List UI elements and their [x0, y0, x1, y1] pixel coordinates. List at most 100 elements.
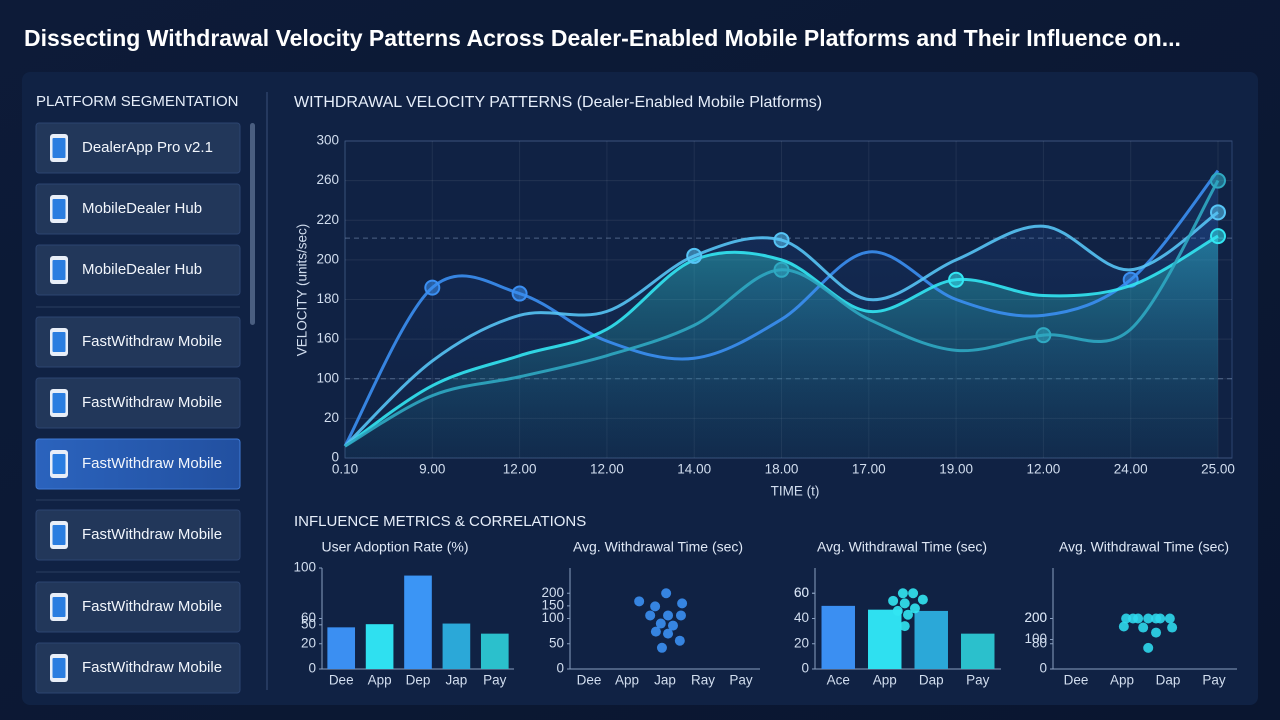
series-line [344, 234, 1219, 448]
scatter-point [892, 605, 903, 616]
x-tick-label: 17.00 [852, 462, 886, 477]
platform-item[interactable] [35, 122, 241, 174]
point-marker [773, 232, 790, 249]
point-marker [1210, 172, 1226, 189]
y-tick-label: 50 [301, 616, 316, 631]
phone-screen [52, 199, 66, 219]
scatter-point [663, 628, 674, 639]
x-tick-label: 25.00 [1201, 462, 1235, 477]
x-tick-label: App [368, 673, 392, 688]
bar [868, 609, 902, 669]
point-marker [1035, 327, 1052, 344]
y-tick-label: 220 [316, 212, 339, 227]
scatter-point [667, 620, 678, 631]
phone-screen [52, 454, 66, 474]
y-axis-label: VELOCITY (units/sec) [295, 224, 310, 357]
platform-label: FastWithdraw Mobile [82, 598, 222, 615]
scatter-point [675, 610, 686, 621]
scatter-point [677, 598, 688, 609]
platform-item[interactable] [35, 581, 241, 633]
series-line [343, 169, 1220, 447]
y-tick-label: 160 [316, 331, 339, 346]
platform-item[interactable] [35, 642, 241, 694]
scatter-point [1143, 613, 1154, 624]
x-tick-label: 18.00 [765, 462, 799, 477]
y-tick-label: 0 [556, 661, 564, 676]
scatter-point [1151, 627, 1162, 638]
scatter-point [908, 588, 919, 599]
point-marker [686, 247, 703, 264]
x-tick-label: Dap [919, 673, 944, 688]
x-tick-label: Dee [1064, 673, 1089, 688]
scatter-point [1118, 621, 1129, 632]
bar [480, 633, 509, 669]
page-title: Dissecting Withdrawal Velocity Patterns … [24, 25, 1181, 51]
scatter-point [634, 596, 645, 607]
scatter-point [897, 588, 908, 599]
x-tick-label: Dee [577, 673, 602, 688]
platform-label: FastWithdraw Mobile [82, 526, 222, 543]
platform-label: FastWithdraw Mobile [82, 394, 222, 411]
x-tick-label: Pay [729, 673, 753, 688]
platform-item[interactable] [35, 316, 241, 368]
x-axis-label: TIME (t) [771, 484, 820, 499]
x-tick-label: 12.00 [503, 462, 537, 477]
y-tick-label: 60 [794, 585, 809, 600]
x-tick-label: Pay [1202, 673, 1226, 688]
y-tick-label: 100 [541, 610, 564, 625]
platform-item[interactable] [35, 509, 241, 561]
phone-screen [52, 525, 66, 545]
mini-chart-title: Avg. Withdrawal Time (sec) [817, 539, 987, 555]
scatter-point [655, 618, 666, 629]
mini-chart-title: User Adoption Rate (%) [321, 539, 468, 555]
x-tick-label: App [873, 673, 897, 688]
scatter-point [899, 598, 910, 609]
scatter-point [1164, 613, 1175, 624]
y-tick-label: 300 [316, 133, 339, 148]
scatter-point [899, 621, 910, 632]
bar [914, 610, 948, 669]
y-tick-label: 80 [1032, 635, 1047, 650]
x-tick-label: 9.00 [419, 462, 445, 477]
point-marker [773, 261, 790, 278]
y-tick-label: 0 [331, 450, 339, 465]
mini-chart-title: Avg. Withdrawal Time (sec) [573, 539, 743, 555]
y-tick-label: 60 [301, 610, 316, 625]
bar [404, 575, 432, 669]
bar [365, 624, 394, 669]
y-tick-label: 200 [1024, 610, 1047, 625]
phone-screen [52, 332, 66, 352]
scatter-point [1138, 622, 1149, 633]
scatter-point [917, 594, 928, 605]
y-tick-label: 60 [794, 585, 809, 600]
scatter-point [661, 588, 672, 599]
y-tick-label: 0 [1039, 661, 1047, 676]
x-tick-label: Jap [654, 673, 676, 688]
scatter-point [1133, 613, 1144, 624]
platform-item[interactable] [35, 377, 241, 429]
platform-label: FastWithdraw Mobile [82, 659, 222, 676]
x-tick-label: 0.10 [332, 462, 358, 477]
x-tick-label: 24.00 [1114, 462, 1148, 477]
platform-item[interactable] [35, 183, 241, 235]
y-tick-label: 200 [316, 251, 339, 266]
platform-item[interactable] [35, 244, 241, 296]
phone-screen [52, 597, 66, 617]
x-tick-label: App [1110, 673, 1134, 688]
x-tick-label: Jap [446, 673, 468, 688]
scatter-point [663, 610, 674, 621]
y-tick-label: 180 [316, 291, 339, 306]
y-tick-label: 40 [794, 610, 809, 625]
x-tick-label: 12.00 [590, 462, 624, 477]
y-tick-label: 200 [541, 585, 564, 600]
scrollbar[interactable] [250, 123, 255, 325]
scatter-point [650, 601, 661, 612]
y-tick-label: 150 [541, 597, 564, 612]
platform-item[interactable] [35, 438, 241, 490]
y-tick-label: 20 [324, 410, 339, 425]
bar [327, 627, 356, 669]
y-tick-label: 50 [549, 635, 564, 650]
y-tick-label: 260 [316, 172, 339, 187]
point-marker [1210, 204, 1226, 221]
